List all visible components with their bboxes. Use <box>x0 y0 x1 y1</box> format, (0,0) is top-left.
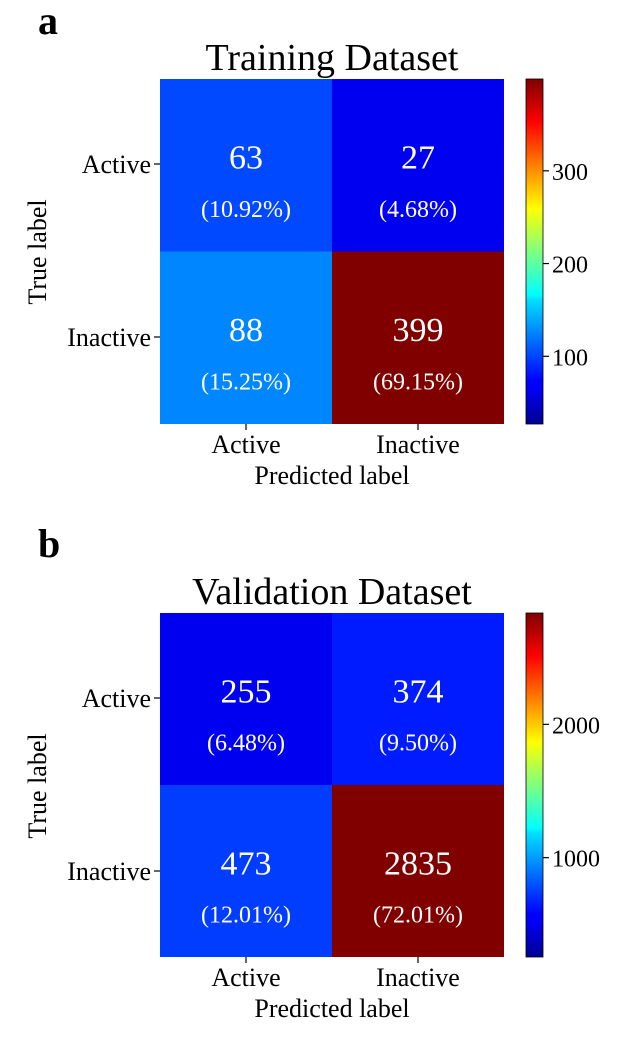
heatmap-cell-b-inactive-inactive <box>332 785 504 957</box>
x-axis-label-a: Predicted label <box>254 461 409 490</box>
cell-value-a-active-active: 63 <box>229 140 263 177</box>
cell-percent-b-active-inactive: (9.50%) <box>379 731 457 757</box>
cell-value-b-inactive-inactive: 2835 <box>384 845 452 882</box>
y-tick-label-b-inactive: Inactive <box>67 857 151 886</box>
cell-percent-a-inactive-active: (15.25%) <box>201 370 291 396</box>
y-axis-label-b: True label <box>23 733 52 838</box>
panel-letter-b: b <box>38 521 60 566</box>
heatmap-cell-b-active-active <box>160 613 332 785</box>
heatmap-cell-a-active-active <box>160 79 332 252</box>
cell-percent-b-inactive-inactive: (72.01%) <box>373 903 463 929</box>
x-tick-label-b-inactive: Inactive <box>376 963 460 992</box>
cell-percent-b-active-active: (6.48%) <box>207 731 285 757</box>
cell-percent-a-active-inactive: (4.68%) <box>379 197 457 223</box>
colorbar-tick-label-a-200: 200 <box>552 253 588 279</box>
heatmap-cell-a-inactive-active <box>160 251 332 424</box>
cell-value-a-inactive-inactive: 399 <box>393 312 444 349</box>
panel-b: b Validation Dataset 255 (6.48%) 374 (9.50%… <box>23 521 600 1023</box>
x-tick-label-a-inactive: Inactive <box>376 430 460 459</box>
cell-value-b-active-active: 255 <box>221 673 272 710</box>
heatmap-cells-a: 63 (10.92%) 27 (4.68%) 88 (15.25%) 399 (69.15%) <box>160 79 504 424</box>
colorbar-ticks-a: 100 200 300 <box>543 160 588 371</box>
heatmap-cells-b: 255 (6.48%) 374 (9.50%) 473 (12.01%) 2835 (72.0… <box>160 613 504 957</box>
chart-title-b: Validation Dataset <box>192 571 472 613</box>
chart-title-a: Training Dataset <box>206 37 459 79</box>
colorbar-tick-label-a-100: 100 <box>552 345 588 371</box>
cell-value-a-inactive-active: 88 <box>229 312 263 349</box>
cell-percent-b-inactive-active: (12.01%) <box>201 903 291 929</box>
y-tick-label-a-inactive: Inactive <box>67 323 151 352</box>
x-tick-label-a-active: Active <box>211 430 280 459</box>
cell-value-b-active-inactive: 374 <box>393 673 444 710</box>
x-axis-label-b: Predicted label <box>254 994 409 1023</box>
y-tick-label-b-active: Active <box>82 684 151 713</box>
colorbar-tick-label-a-300: 300 <box>552 160 588 186</box>
heatmap-cell-b-active-inactive <box>332 613 504 785</box>
x-tick-label-b-active: Active <box>211 963 280 992</box>
colorbar-a <box>525 78 544 425</box>
panel-letter-a: a <box>38 0 58 43</box>
cell-percent-a-active-active: (10.92%) <box>201 197 291 223</box>
cell-value-b-inactive-active: 473 <box>221 845 272 882</box>
y-tick-label-a-active: Active <box>82 150 151 179</box>
cell-percent-a-inactive-inactive: (69.15%) <box>373 370 463 396</box>
colorbar-ticks-b: 1000 2000 <box>543 713 600 873</box>
heatmap-cell-b-inactive-active <box>160 785 332 957</box>
colorbar-b <box>525 612 544 958</box>
heatmap-cell-a-inactive-inactive <box>332 251 504 424</box>
cell-value-a-active-inactive: 27 <box>401 140 435 177</box>
panel-a: a Training Dataset 63 (10.92%) 27 (4.68%) 88… <box>23 0 588 490</box>
colorbar-tick-label-b-1000: 1000 <box>552 847 600 873</box>
heatmap-cell-a-active-inactive <box>332 79 504 252</box>
y-axis-label-a: True label <box>23 199 52 304</box>
colorbar-tick-label-b-2000: 2000 <box>552 713 600 739</box>
